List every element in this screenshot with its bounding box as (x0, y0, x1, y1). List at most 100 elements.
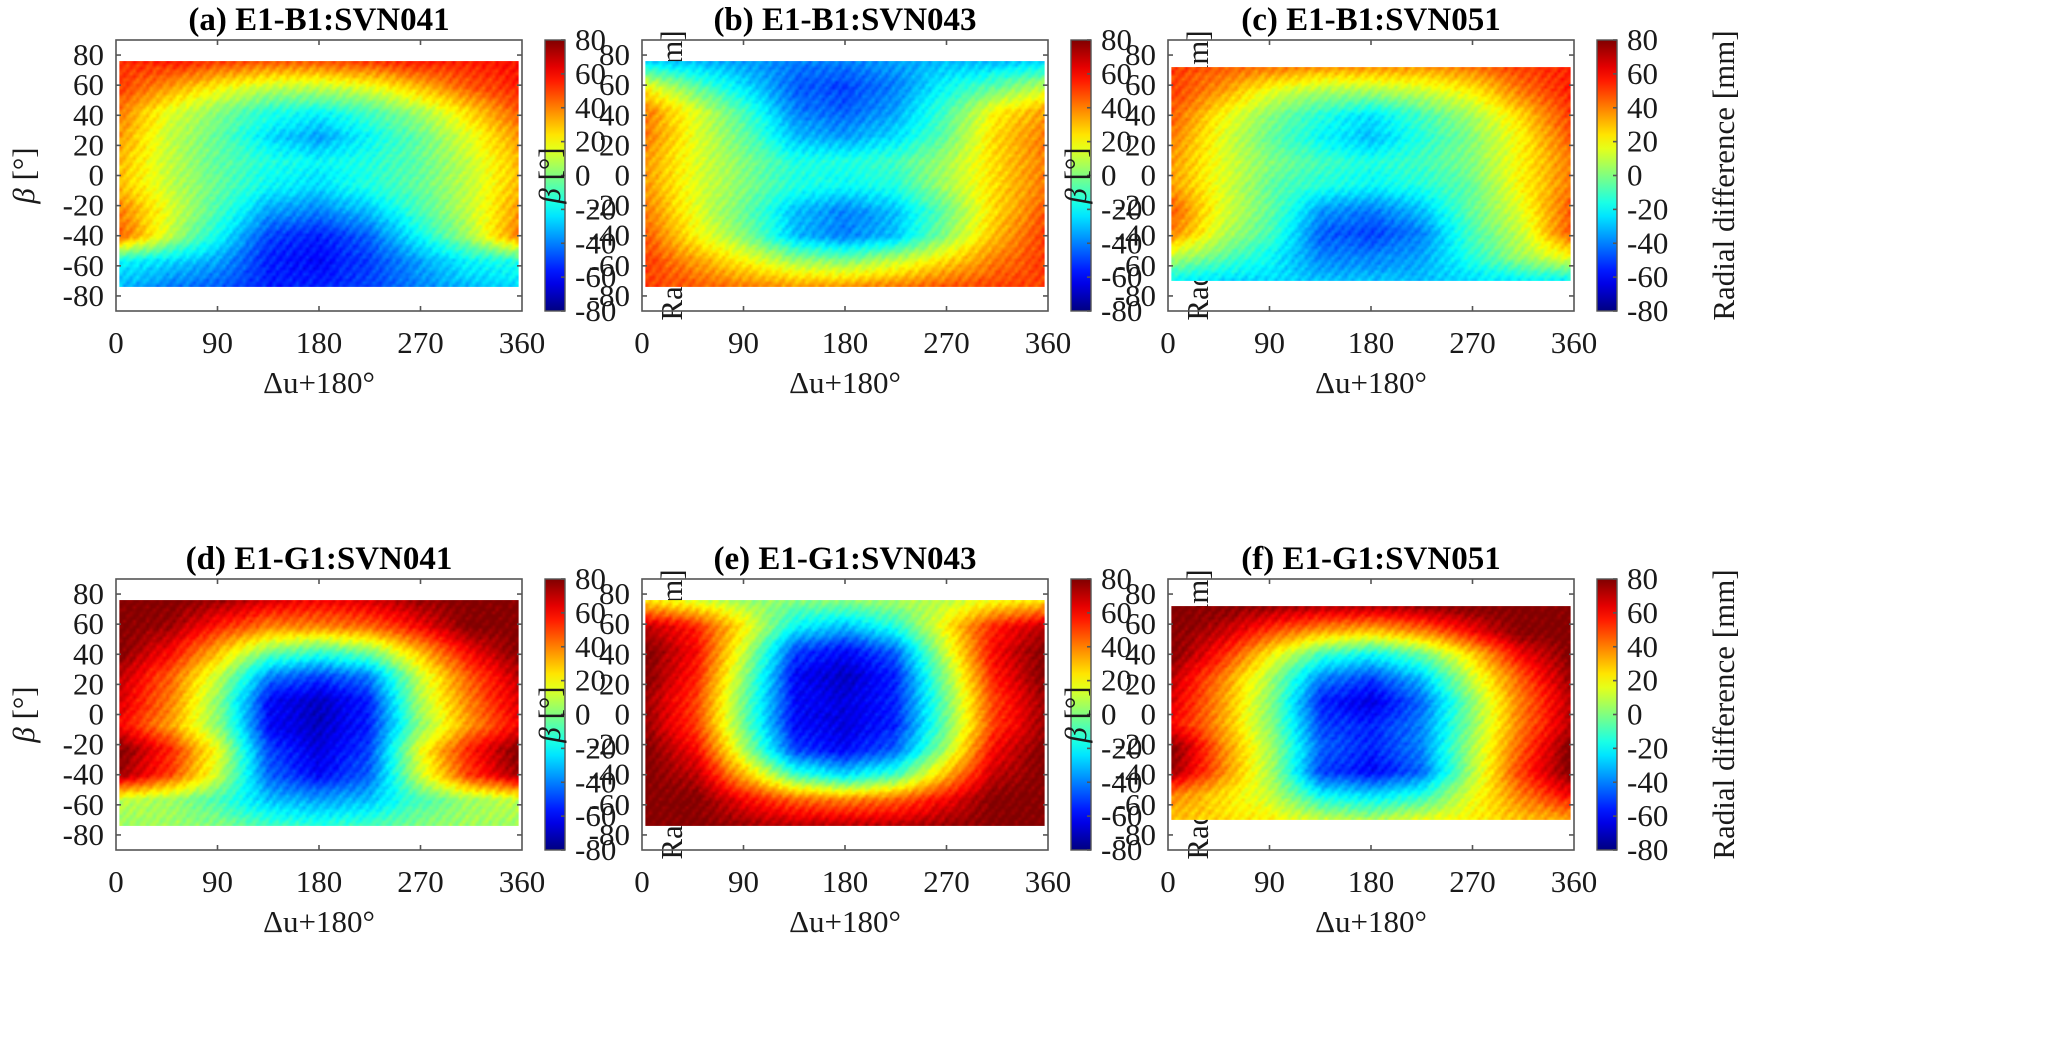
colorbar-tick-label: 0 (1101, 697, 1117, 732)
colorbar-tick-label: -20 (1101, 191, 1142, 226)
y-tick-label: -40 (589, 757, 630, 792)
colorbar-tick-label: 60 (1627, 56, 1658, 91)
colorbar-tick-label: 80 (1101, 22, 1132, 57)
x-tick-label: 90 (1254, 864, 1285, 899)
y-tick-label: -80 (589, 278, 630, 313)
colorbar-tick-label: -80 (575, 832, 616, 867)
y-tick-label: 40 (1125, 636, 1156, 671)
colorbar-tick-label: -60 (1627, 259, 1668, 294)
y-tick-label: -20 (63, 727, 104, 762)
y-tick-label: 20 (73, 127, 104, 162)
x-tick-label: 180 (1348, 864, 1395, 899)
colorbar-tick-label: 20 (1101, 663, 1132, 698)
colorbar-tick-label: 40 (575, 90, 606, 125)
y-tick-label: 40 (599, 636, 630, 671)
x-tick-label: 90 (728, 864, 759, 899)
panel-title: (d) E1-G1:SVN041 (186, 541, 453, 577)
colorbar-tick-label: 60 (575, 595, 606, 630)
colorbar-tick-label: 60 (575, 56, 606, 91)
x-tick-label: 180 (1348, 325, 1395, 360)
colorbar-tick-label: 40 (1627, 90, 1658, 125)
y-tick-label: 40 (73, 97, 104, 132)
y-axis-label: β [°] (1058, 147, 1093, 204)
colorbar-tick-label: -40 (575, 225, 616, 260)
colorbar-tick-label: 80 (575, 561, 606, 596)
y-tick-label: 60 (1125, 67, 1156, 102)
colorbar-tick-label: 0 (1101, 158, 1117, 193)
colorbar-tick-label: -60 (1101, 259, 1142, 294)
panel-title: (e) E1-G1:SVN043 (713, 541, 976, 577)
heatmap-e (645, 600, 1045, 826)
colorbar-tick-label: -20 (575, 730, 616, 765)
panel-title: (f) E1-G1:SVN051 (1241, 541, 1500, 577)
colorbar-tick-label: 80 (1627, 561, 1658, 596)
colorbar-tick-label: -40 (1627, 225, 1668, 260)
x-tick-label: 90 (728, 325, 759, 360)
y-tick-label: 80 (1125, 576, 1156, 611)
x-tick-label: 360 (1551, 864, 1598, 899)
colorbar-tick-label: 40 (1627, 629, 1658, 664)
panel-title: (a) E1-B1:SVN041 (188, 2, 449, 38)
colorbar-tick-label: -60 (575, 798, 616, 833)
x-axis-label: Δu+180° (789, 904, 901, 939)
y-tick-label: 60 (599, 67, 630, 102)
y-tick-label: 60 (73, 606, 104, 641)
panel-title: (c) E1-B1:SVN051 (1241, 2, 1500, 38)
colorbar-tick-label: 80 (1627, 22, 1658, 57)
y-tick-label: 0 (1141, 158, 1157, 193)
y-tick-label: 80 (599, 37, 630, 72)
colorbar-tick-label: -20 (1627, 191, 1668, 226)
x-tick-label: 270 (1449, 864, 1496, 899)
x-tick-label: 180 (296, 864, 343, 899)
y-tick-label: 20 (599, 127, 630, 162)
y-tick-label: 0 (615, 697, 631, 732)
colorbar-tick-label: 20 (1627, 124, 1658, 159)
colorbar-tick-label: 20 (1101, 124, 1132, 159)
y-tick-label: 20 (73, 666, 104, 701)
colorbar-tick-label: 0 (575, 697, 591, 732)
colorbar-tick-label: -40 (1627, 764, 1668, 799)
colorbar-tick-label: 20 (575, 124, 606, 159)
y-axis-label: β [°] (1058, 686, 1093, 743)
y-tick-label: 40 (599, 97, 630, 132)
x-tick-label: 180 (822, 864, 869, 899)
colorbar-tick-label: -80 (1627, 832, 1668, 867)
x-tick-label: 180 (296, 325, 343, 360)
heatmap-a (119, 61, 519, 287)
x-tick-label: 270 (1449, 325, 1496, 360)
colorbar-tick-label: -20 (1101, 730, 1142, 765)
colorbar-tick-label: -80 (1101, 293, 1142, 328)
y-axis-label: β [°] (532, 147, 567, 204)
y-tick-label: 40 (73, 636, 104, 671)
colorbar-tick-label: -20 (575, 191, 616, 226)
colorbar-tick-label: -40 (1101, 764, 1142, 799)
x-tick-label: 360 (1025, 325, 1072, 360)
colorbar-tick-label: 0 (1627, 158, 1643, 193)
y-tick-label: -60 (1115, 787, 1156, 822)
y-axis-label: β [°] (6, 686, 41, 743)
x-axis-label: Δu+180° (1315, 904, 1427, 939)
x-tick-label: 360 (499, 325, 546, 360)
colorbar-tick-label: 60 (1627, 595, 1658, 630)
colorbar-tick-label: 20 (1627, 663, 1658, 698)
colorbar-tick-label: 60 (1101, 595, 1132, 630)
y-axis-label: β [°] (532, 686, 567, 743)
x-tick-label: 0 (634, 864, 650, 899)
x-tick-label: 0 (1160, 325, 1176, 360)
colorbar-tick-label: 0 (1627, 697, 1643, 732)
y-tick-label: -20 (1115, 188, 1156, 223)
y-tick-label: 80 (73, 576, 104, 611)
colorbar-tick-label: -60 (575, 259, 616, 294)
y-tick-label: -40 (1115, 757, 1156, 792)
y-tick-label: 60 (73, 67, 104, 102)
colorbar-tick-label: -40 (1101, 225, 1142, 260)
x-tick-label: 360 (1025, 864, 1072, 899)
colorbar-tick-label: -80 (1627, 293, 1668, 328)
colorbar-tick-label: -60 (1101, 798, 1142, 833)
x-tick-label: 0 (634, 325, 650, 360)
